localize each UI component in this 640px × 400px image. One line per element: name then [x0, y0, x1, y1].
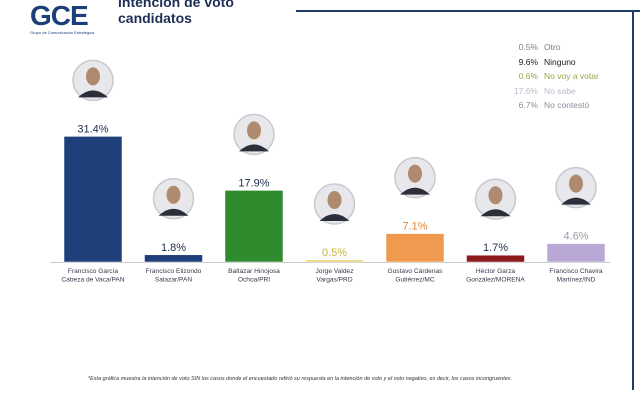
avatar-body	[158, 208, 189, 216]
avatar-head	[327, 191, 342, 209]
bar	[305, 259, 364, 263]
avatar-head	[569, 174, 583, 193]
legend-item-no-contesto: 6.7% No contestó	[506, 98, 636, 113]
data-label: 1.7%	[483, 242, 508, 254]
avatar-body	[400, 187, 430, 195]
category-label: Martínez/IND	[557, 277, 596, 284]
chart-title: intención de voto candidatos	[118, 0, 318, 26]
candidate-avatar	[474, 178, 517, 220]
avatar-body	[480, 209, 511, 217]
bar	[466, 254, 525, 263]
bar	[63, 136, 123, 263]
avatar-body	[319, 214, 350, 221]
legend-item-ninguno: 9.6% Ninguno	[506, 55, 636, 70]
avatar-head	[488, 186, 503, 205]
legend-value: 0.6%	[518, 71, 538, 81]
legend-label: No contestó	[544, 100, 590, 110]
header-rule	[296, 10, 640, 12]
data-label: 7.1%	[402, 221, 427, 233]
category-label: Francisco García	[68, 268, 119, 275]
legend-value: 9.6%	[518, 56, 538, 67]
legend-label: Otro	[544, 42, 561, 52]
legend-value: 17.6%	[513, 85, 538, 96]
bar	[224, 190, 284, 263]
gce-logo: GCE Grupo de Comunicación Estratégica	[30, 0, 120, 38]
data-label: 31.4%	[77, 123, 108, 135]
legend: 0.5% Otro 9.6% Ninguno 0.6% No voy a vot…	[506, 40, 636, 113]
avatar-head	[247, 121, 261, 140]
right-border	[632, 10, 634, 390]
category-label: Gustavo Cárdenas	[388, 268, 444, 275]
category-label: Ochoa/PRI	[238, 277, 270, 284]
data-label: 1.8%	[161, 242, 186, 254]
bar	[546, 243, 606, 263]
category-label: Gutiérrez/MC	[395, 277, 434, 284]
candidate-avatar	[152, 178, 195, 220]
legend-value: 6.7%	[518, 100, 538, 110]
avatar-body	[239, 144, 269, 152]
legend-value: 0.5%	[518, 42, 538, 52]
logo-subtext: Grupo de Comunicación Estratégica	[30, 30, 95, 35]
bar	[385, 233, 445, 263]
category-label: Salazar/PAN	[155, 277, 192, 284]
bar	[144, 254, 203, 263]
category-label: González/MORENA	[466, 277, 525, 284]
data-label: 4.6%	[563, 231, 588, 243]
candidate-avatar	[233, 113, 275, 156]
title-line-2: candidatos	[118, 10, 192, 26]
data-label: 0.5%	[322, 247, 347, 259]
footnote: *Esta gráfica muestra la intención de vo…	[88, 376, 513, 382]
avatar-head	[408, 164, 422, 183]
category-label: Francisco Chavira	[549, 268, 602, 275]
avatar-head	[86, 67, 100, 86]
legend-label: Ninguno	[544, 56, 576, 67]
category-label: Vargas/PRD	[316, 277, 352, 284]
category-label: Héctor Garza	[476, 268, 516, 275]
candidate-avatar	[394, 156, 436, 199]
logo-mark: GCE	[30, 0, 89, 31]
legend-label: No voy a votar	[544, 71, 599, 81]
category-label: Cabeza de Vaca/PAN	[61, 277, 124, 284]
category-label: Jorge Valdez	[316, 268, 354, 275]
legend-item-no-voy-a-votar: 0.6% No voy a votar	[506, 69, 636, 84]
category-label: Francisco Elizondo	[146, 268, 202, 275]
avatar-body	[561, 197, 591, 205]
data-label: 17.9%	[238, 177, 269, 189]
candidate-avatar	[313, 183, 356, 225]
legend-label: No sabe	[544, 85, 576, 96]
category-label: Baltazar Hinojosa	[228, 268, 280, 275]
avatar-head	[166, 185, 181, 204]
legend-item-no-sabe: 17.6% No sabe	[506, 84, 636, 99]
avatar-body	[78, 90, 108, 98]
title-line-1: intención de voto	[118, 0, 234, 10]
legend-item-otro: 0.5% Otro	[506, 40, 636, 55]
candidate-avatar	[555, 166, 597, 209]
candidate-avatar	[72, 59, 114, 102]
top-bar: GCE Grupo de Comunicación Estratégica in…	[0, 0, 640, 36]
